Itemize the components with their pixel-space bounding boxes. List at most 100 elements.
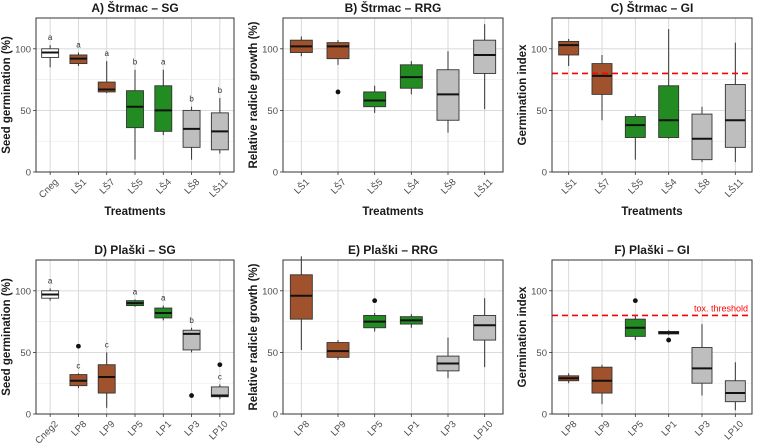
outlier-point bbox=[335, 89, 341, 95]
panel-title: B) Štrmac – RRG bbox=[345, 0, 442, 15]
box-iqr bbox=[126, 90, 144, 129]
x-tick-label: LŠ1 bbox=[560, 177, 580, 197]
x-tick-label: LP8 bbox=[69, 419, 89, 439]
box-LP9: LP9 bbox=[591, 364, 613, 439]
x-tick-label: Cneg2 bbox=[33, 419, 61, 447]
outlier-point bbox=[372, 298, 378, 304]
panel-border bbox=[551, 17, 753, 173]
outlier-point bbox=[632, 298, 638, 304]
outlier-point bbox=[666, 337, 672, 343]
x-tick-label: LP9 bbox=[98, 419, 118, 439]
significance-letter: c bbox=[105, 340, 109, 349]
x-tick-label: LP3 bbox=[182, 419, 202, 439]
y-tick-label: 0 bbox=[542, 168, 547, 179]
panel-border bbox=[282, 259, 504, 415]
y-axis-title: Relative radicle growth (%) bbox=[248, 21, 260, 168]
x-tick-label: LŠ7 bbox=[593, 177, 613, 197]
x-tick-label: LP3 bbox=[693, 419, 713, 439]
panel-title: C) Štrmac – GI bbox=[611, 0, 694, 15]
box-iqr bbox=[473, 39, 497, 74]
significance-letter: a bbox=[104, 49, 109, 58]
outlier-point bbox=[217, 362, 223, 368]
x-tick-label: LP1 bbox=[660, 419, 680, 439]
y-tick-label: 100 bbox=[15, 44, 31, 55]
x-tick-label: LŠ11 bbox=[723, 177, 746, 200]
y-tick-label: 100 bbox=[262, 286, 278, 297]
panel-title: E) Plaški – RRG bbox=[348, 243, 438, 257]
y-tick-label: 100 bbox=[15, 286, 31, 297]
y-axis-title: Germination index bbox=[517, 44, 529, 146]
x-tick-label: LŠ11 bbox=[472, 177, 495, 200]
y-tick-label: 50 bbox=[536, 106, 547, 117]
x-tick-label: LP10 bbox=[207, 419, 230, 442]
panel-title: A) Štrmac – SG bbox=[91, 0, 178, 15]
x-tick-label: LŠ7 bbox=[98, 177, 118, 197]
significance-letter: b bbox=[189, 95, 194, 104]
x-tick-label: LŠ5 bbox=[366, 177, 386, 197]
significance-letter: a bbox=[161, 294, 166, 303]
box-iqr bbox=[363, 91, 387, 108]
x-tick-label: LŠ8 bbox=[439, 177, 459, 197]
box-LŠ5: b LŠ5 bbox=[126, 58, 146, 197]
y-tick-label: 50 bbox=[20, 106, 31, 117]
significance-letter: a bbox=[133, 287, 138, 296]
x-tick-label: LŠ11 bbox=[208, 177, 231, 200]
y-tick-label: 0 bbox=[542, 410, 547, 421]
x-tick-label: LP1 bbox=[154, 419, 174, 439]
x-tick-label: LP5 bbox=[126, 419, 146, 439]
significance-letter: a bbox=[48, 33, 53, 42]
x-tick-label: LŠ1 bbox=[69, 177, 89, 197]
x-tick-label: LŠ4 bbox=[402, 177, 422, 197]
significance-letter: a bbox=[161, 58, 166, 67]
y-tick-label: 0 bbox=[273, 168, 278, 179]
significance-letter: b bbox=[189, 316, 194, 325]
significance-letter: a bbox=[76, 40, 81, 49]
box-LŠ4: LŠ4 bbox=[658, 29, 680, 197]
x-tick-label: LP10 bbox=[472, 419, 495, 442]
outlier-point bbox=[189, 393, 194, 398]
x-tick-label: LP8 bbox=[292, 419, 312, 439]
y-tick-label: 100 bbox=[262, 44, 278, 55]
box-iqr bbox=[558, 40, 580, 56]
box-iqr bbox=[724, 380, 746, 403]
x-axis-title: Treatments bbox=[362, 206, 423, 218]
y-axis-title: Relative radicle growth (%) bbox=[248, 263, 260, 410]
x-tick-label: LP9 bbox=[329, 419, 349, 439]
x-tick-label: LŠ8 bbox=[693, 177, 713, 197]
y-axis-title: Germination index bbox=[517, 286, 529, 388]
box-iqr bbox=[691, 347, 713, 384]
box-iqr bbox=[154, 85, 173, 132]
y-axis-title: Seed germination (%) bbox=[1, 36, 13, 154]
x-tick-label: LŠ4 bbox=[660, 177, 680, 197]
box-iqr bbox=[658, 85, 680, 138]
panel-border bbox=[35, 259, 235, 415]
significance-letter: c bbox=[76, 361, 80, 370]
x-tick-label: LP1 bbox=[402, 419, 422, 439]
x-tick-label: LP8 bbox=[560, 419, 580, 439]
box-iqr bbox=[326, 42, 350, 60]
box-iqr bbox=[97, 81, 116, 93]
y-tick-label: 50 bbox=[267, 348, 278, 359]
significance-letter: b bbox=[133, 58, 138, 67]
outlier-point bbox=[76, 343, 81, 349]
panel-title: F) Plaški – GI bbox=[614, 243, 689, 257]
significance-letter: b bbox=[218, 86, 223, 95]
y-tick-label: 0 bbox=[26, 168, 31, 179]
box-iqr bbox=[182, 329, 201, 351]
box-LŠ8: LŠ8 bbox=[691, 106, 713, 197]
significance-letter: c bbox=[218, 372, 222, 381]
panel-title: D) Plaški – SG bbox=[94, 243, 175, 257]
threshold-label: tox. threshold bbox=[694, 303, 748, 313]
panel-border bbox=[35, 17, 235, 173]
x-tick-label: LŠ4 bbox=[154, 177, 174, 197]
x-axis-title: Treatments bbox=[104, 206, 165, 218]
x-tick-label: LP9 bbox=[593, 419, 613, 439]
panel-border bbox=[551, 259, 753, 415]
box-iqr bbox=[724, 84, 746, 148]
